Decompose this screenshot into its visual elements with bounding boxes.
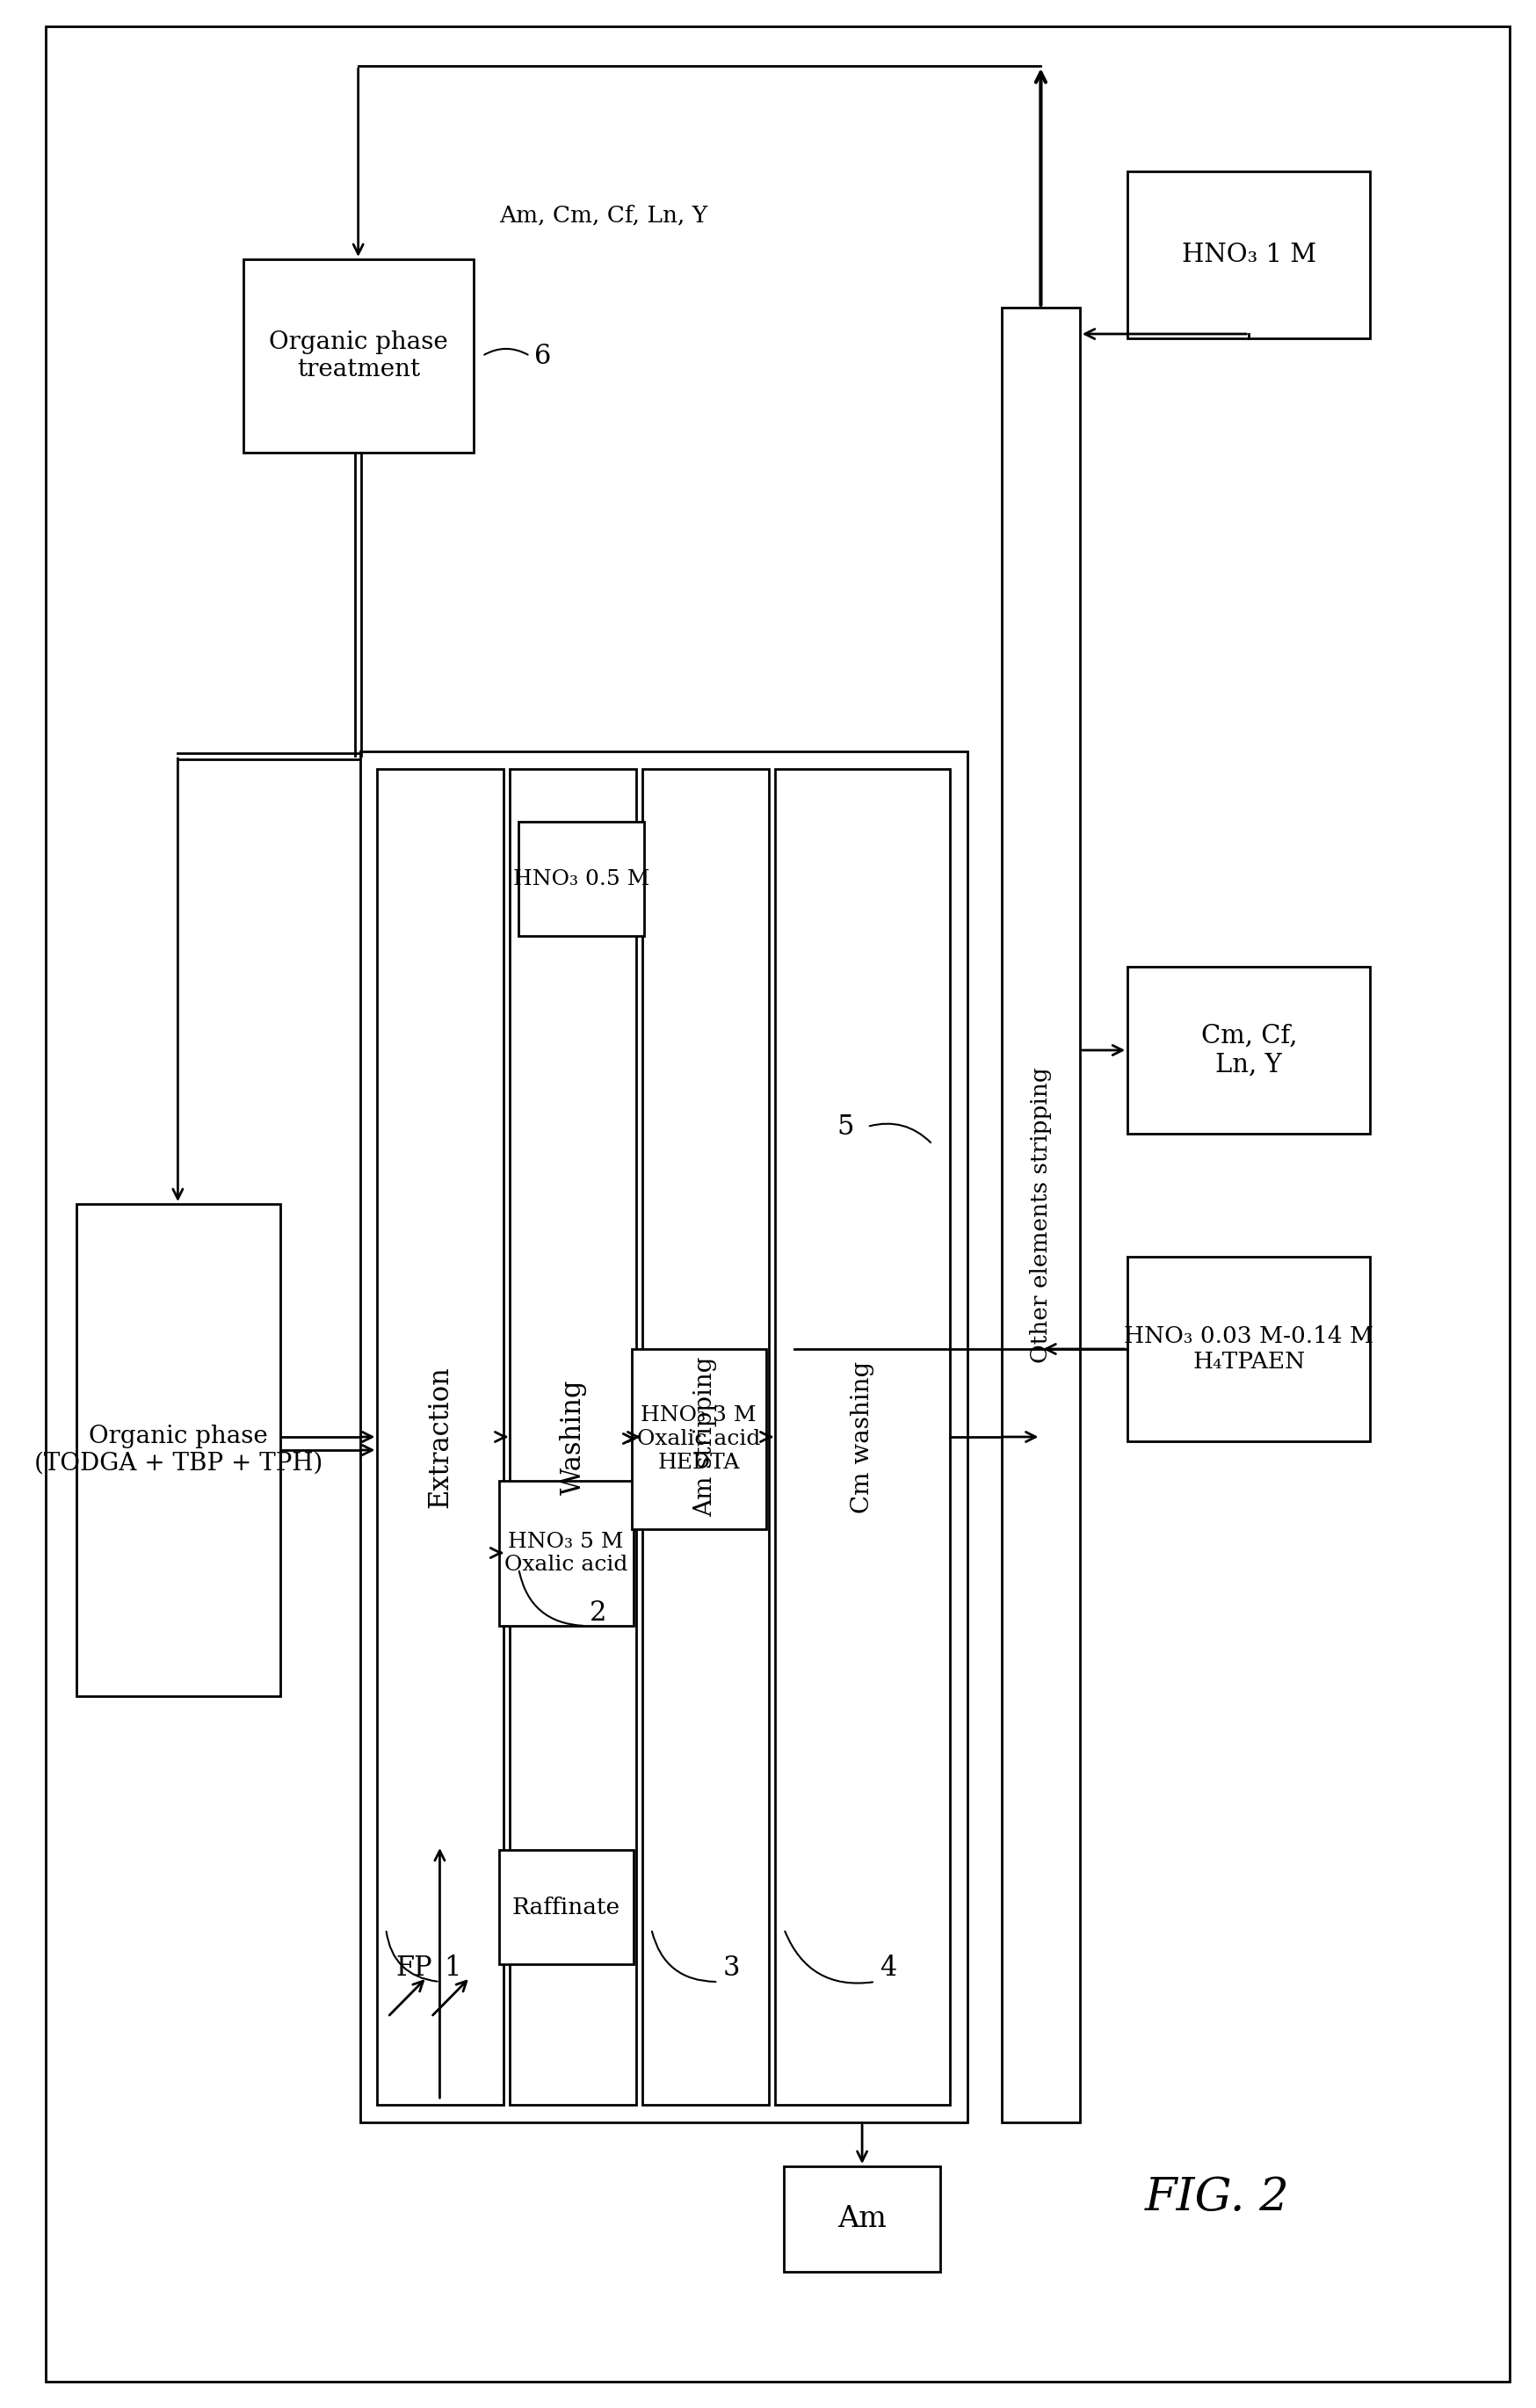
Bar (378, 768, 504, 2105)
Bar (1001, 308, 1080, 2121)
Text: HNO₃ 5 M
Oxalic acid: HNO₃ 5 M Oxalic acid (504, 1531, 628, 1575)
Bar (1127, 1257, 1370, 1442)
Text: 3: 3 (722, 1955, 740, 1982)
Text: Other elements stripping: Other elements stripping (1029, 1067, 1052, 1363)
Text: Organic phase
treatment: Organic phase treatment (269, 330, 449, 380)
Text: Cm, Cf,
Ln, Y: Cm, Cf, Ln, Y (1201, 1023, 1296, 1076)
Text: Organic phase
(TODGA + TBP + TPH): Organic phase (TODGA + TBP + TPH) (34, 1426, 323, 1476)
Bar (244, 260, 473, 453)
Bar (783, 2167, 940, 2271)
Text: Am, Cm, Cf, Ln, Y: Am, Cm, Cf, Ln, Y (499, 205, 708, 226)
Text: Am: Am (837, 2206, 886, 2232)
Bar (1127, 966, 1370, 1134)
Text: Cm washing: Cm washing (851, 1361, 874, 1512)
Text: HNO₃ 1 M: HNO₃ 1 M (1181, 243, 1316, 267)
Bar (510, 768, 636, 2105)
Text: 2: 2 (590, 1599, 607, 1625)
Bar (776, 768, 949, 2105)
Bar (1127, 171, 1370, 340)
Bar (499, 1481, 633, 1625)
Text: HNO₃ 3 M
Oxalic acid
HEDTA: HNO₃ 3 M Oxalic acid HEDTA (637, 1406, 760, 1474)
Text: HNO₃ 0.5 M: HNO₃ 0.5 M (513, 869, 650, 889)
Text: Raffinate: Raffinate (511, 1895, 621, 1919)
Bar (359, 751, 968, 2121)
Text: 4: 4 (880, 1955, 897, 1982)
Text: HNO₃ 0.03 M-0.14 M
H₄TPAEN: HNO₃ 0.03 M-0.14 M H₄TPAEN (1124, 1324, 1373, 1373)
Text: 6: 6 (535, 342, 551, 368)
Text: Washing: Washing (559, 1380, 587, 1495)
Text: FP: FP (395, 1955, 432, 1982)
Text: Am stripping: Am stripping (694, 1356, 717, 1517)
Bar (642, 768, 768, 2105)
Bar (77, 1204, 280, 1695)
Text: FIG. 2: FIG. 2 (1144, 2174, 1289, 2220)
Text: 5: 5 (837, 1112, 854, 1141)
Bar (499, 1849, 633, 1965)
Bar (519, 821, 645, 937)
Text: Extraction: Extraction (427, 1365, 453, 1507)
Bar (631, 1348, 766, 1529)
Text: 1: 1 (444, 1955, 461, 1982)
